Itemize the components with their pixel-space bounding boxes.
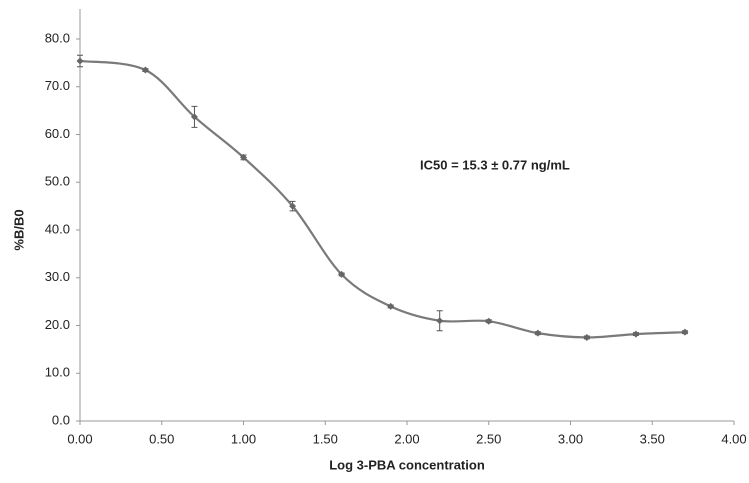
marker xyxy=(632,330,640,338)
x-tick-label: 0.50 xyxy=(149,431,174,446)
x-axis-label: Log 3-PBA concentration xyxy=(329,457,485,472)
marker xyxy=(338,270,346,278)
marker xyxy=(141,66,149,74)
marker xyxy=(485,317,493,325)
x-tick-label: 3.00 xyxy=(558,431,583,446)
y-tick-label: 60.0 xyxy=(45,126,70,141)
y-tick-label: 20.0 xyxy=(45,317,70,332)
x-tick-label: 2.50 xyxy=(476,431,501,446)
marker xyxy=(681,328,689,336)
x-tick-label: 1.50 xyxy=(313,431,338,446)
x-tick-label: 0.00 xyxy=(67,431,92,446)
y-tick-label: 30.0 xyxy=(45,269,70,284)
x-tick-label: 2.00 xyxy=(394,431,419,446)
y-tick-label: 40.0 xyxy=(45,221,70,236)
y-tick-label: 0.0 xyxy=(52,412,70,427)
marker xyxy=(76,57,84,65)
marker xyxy=(190,113,198,121)
y-tick-label: 10.0 xyxy=(45,365,70,380)
marker xyxy=(534,329,542,337)
x-tick-label: 3.50 xyxy=(640,431,665,446)
marker xyxy=(240,153,247,161)
x-tick-label: 4.00 xyxy=(721,431,746,446)
annotation: IC50 = 15.3 ± 0.77 ng/mL xyxy=(420,157,570,172)
x-tick-label: 1.00 xyxy=(231,431,256,446)
marker xyxy=(436,317,444,325)
marker xyxy=(289,202,297,210)
marker xyxy=(583,333,591,341)
marker xyxy=(387,302,395,310)
y-tick-label: 70.0 xyxy=(45,78,70,93)
y-axis-label: %B/B0 xyxy=(11,209,26,250)
y-tick-label: 80.0 xyxy=(45,30,70,45)
y-tick-label: 50.0 xyxy=(45,174,70,189)
